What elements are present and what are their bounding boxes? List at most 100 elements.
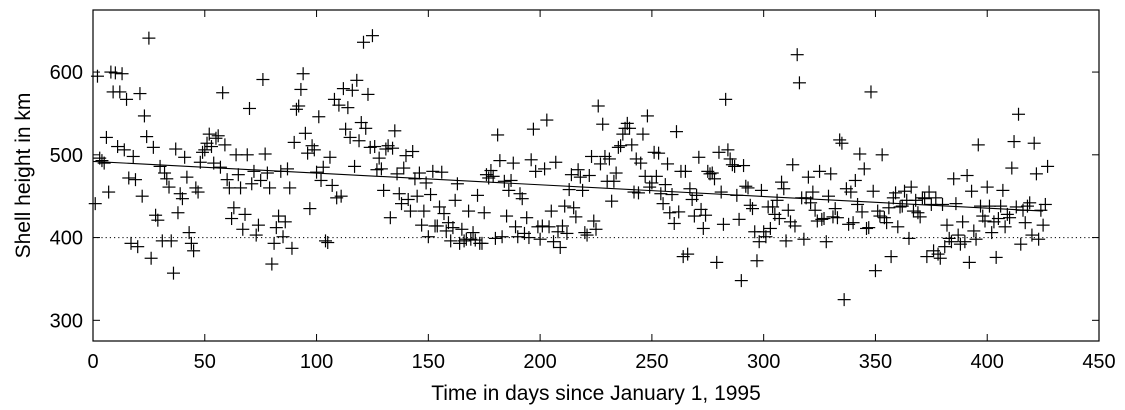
data-point [656, 197, 670, 211]
data-point [998, 220, 1012, 234]
data-point [625, 138, 639, 152]
data-point [529, 164, 543, 178]
data-point [853, 147, 867, 161]
data-point [511, 230, 525, 244]
data-point [182, 226, 196, 240]
data-point [213, 160, 227, 174]
data-point [301, 146, 315, 160]
data-point [645, 176, 659, 190]
data-point [743, 198, 757, 212]
data-point [560, 226, 574, 240]
data-point [390, 167, 404, 181]
data-point [102, 185, 116, 199]
data-point [1027, 136, 1041, 150]
data-point [115, 67, 129, 81]
data-point [187, 244, 201, 258]
data-point [884, 250, 898, 264]
data-point [209, 131, 223, 145]
data-point [672, 205, 686, 219]
data-point [153, 159, 167, 173]
data-point [640, 109, 654, 123]
data-point [334, 189, 348, 203]
data-point [180, 170, 194, 184]
data-point [665, 188, 679, 202]
data-point [191, 185, 205, 199]
data-point [158, 166, 172, 180]
data-point [280, 162, 294, 176]
data-point [737, 159, 751, 173]
data-point [175, 192, 189, 206]
data-point [357, 35, 371, 49]
data-point [960, 169, 974, 182]
data-point [343, 130, 357, 144]
data-point [178, 150, 192, 164]
data-point [332, 98, 346, 112]
data-point [388, 124, 402, 138]
x-tick-label: 350 [859, 351, 892, 373]
data-point [377, 183, 391, 197]
data-point [256, 73, 270, 87]
data-point [242, 101, 256, 115]
data-point [457, 234, 471, 248]
x-axis-title: Time in days since January 1, 1995 [431, 382, 761, 405]
data-point [956, 215, 970, 229]
data-point [234, 181, 248, 195]
data-point [976, 209, 990, 223]
data-point [312, 110, 326, 124]
data-point [238, 207, 252, 221]
data-point [124, 236, 138, 250]
data-point [949, 197, 963, 211]
data-point [421, 230, 435, 244]
data-point [792, 76, 806, 90]
data-point [750, 254, 764, 268]
data-point [808, 203, 822, 217]
data-point [325, 178, 339, 192]
data-point [1007, 135, 1021, 149]
x-tick-label: 400 [971, 351, 1004, 373]
data-point [947, 172, 961, 186]
data-point [902, 231, 916, 245]
data-point [303, 202, 317, 216]
y-tick-label: 300 [50, 310, 83, 332]
data-point [1032, 232, 1046, 246]
data-point [412, 166, 426, 180]
data-point [980, 180, 994, 194]
data-point [314, 173, 328, 187]
data-point [267, 236, 281, 250]
y-tick-label: 500 [50, 145, 83, 167]
data-point [216, 86, 230, 100]
data-point [285, 241, 299, 255]
data-point [448, 193, 462, 207]
data-point [891, 220, 905, 234]
data-point [477, 206, 491, 220]
data-point [386, 141, 400, 155]
data-point [222, 181, 236, 195]
data-point [725, 158, 739, 172]
data-point [757, 225, 771, 239]
data-point [515, 192, 529, 206]
data-point [669, 125, 683, 139]
data-point [864, 85, 878, 99]
x-tick-label: 150 [412, 351, 445, 373]
data-point [862, 221, 876, 235]
data-point [690, 188, 704, 202]
data-point [781, 203, 795, 217]
data-point [430, 219, 444, 233]
data-point [258, 147, 272, 161]
data-point [611, 140, 625, 154]
y-tick-label: 400 [50, 228, 83, 250]
data-point [466, 226, 480, 240]
data-point [707, 172, 721, 186]
data-point [131, 240, 145, 254]
data-point [263, 181, 277, 195]
data-point [424, 188, 438, 202]
data-point [605, 194, 619, 208]
data-point [661, 157, 675, 171]
data-point [365, 29, 379, 43]
data-point [692, 150, 706, 164]
data-point [144, 251, 158, 265]
data-point [779, 234, 793, 248]
data-point [397, 161, 411, 175]
data-point [1009, 200, 1023, 214]
data-point [866, 184, 880, 198]
